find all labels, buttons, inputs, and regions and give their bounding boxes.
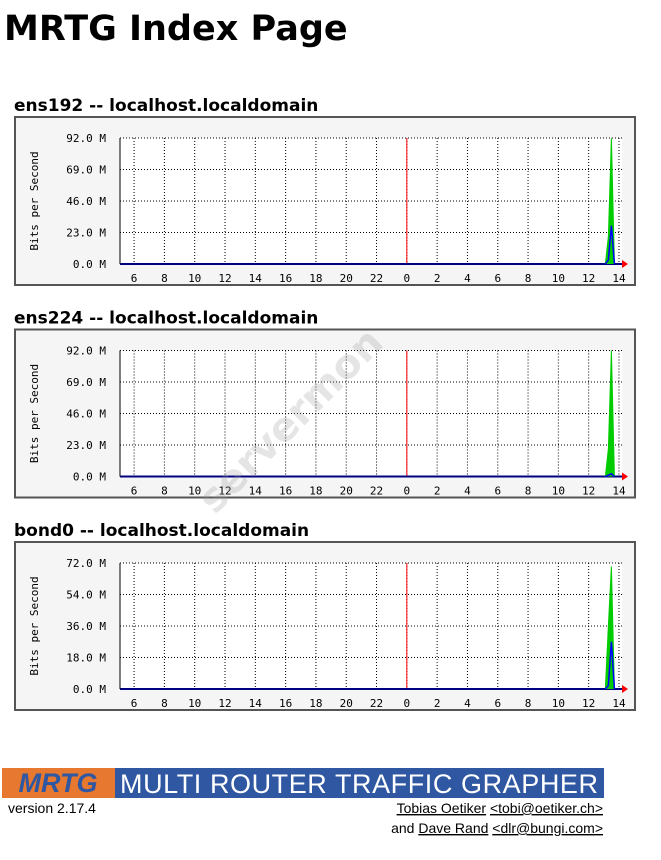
x-tick-label: 4 xyxy=(464,272,471,285)
version: version 2.17.4 xyxy=(8,800,96,816)
y-tick-label: 0.0 M xyxy=(73,471,106,484)
x-tick-label: 12 xyxy=(582,697,595,710)
x-tick-label: 2 xyxy=(434,697,441,710)
traffic-out xyxy=(604,641,616,690)
x-tick-label: 6 xyxy=(131,485,138,498)
graphs: ens192 -- localhost.localdomain Bits per … xyxy=(14,96,636,711)
x-tick-label: 10 xyxy=(188,697,201,710)
y-tick-label: 36.0 M xyxy=(66,620,106,633)
x-tick-label: 20 xyxy=(340,272,353,285)
x-tick-label: 10 xyxy=(188,485,201,498)
y-tick-label: 54.0 M xyxy=(66,589,106,602)
x-tick-label: 16 xyxy=(279,272,292,285)
x-tick-label: 6 xyxy=(494,485,501,498)
y-tick-label: 72.0 M xyxy=(66,557,106,570)
x-tick-label: 8 xyxy=(525,272,532,285)
y-tick-label: 92.0 M xyxy=(66,132,106,145)
banner-box xyxy=(115,768,604,798)
axis-arrow xyxy=(622,685,628,693)
x-tick-label: 14 xyxy=(249,485,263,498)
x-tick-label: 12 xyxy=(218,272,231,285)
x-tick-label: 14 xyxy=(612,697,626,710)
x-tick-label: 8 xyxy=(161,485,168,498)
traffic-out xyxy=(605,472,615,478)
y-tick-label: 69.0 M xyxy=(66,164,106,177)
x-tick-label: 4 xyxy=(464,697,471,710)
x-tick-label: 22 xyxy=(370,697,383,710)
x-tick-label: 20 xyxy=(340,485,353,498)
plot-area xyxy=(120,138,622,264)
x-tick-label: 12 xyxy=(218,485,231,498)
y-tick-label: 46.0 M xyxy=(66,408,106,421)
x-tick-label: 18 xyxy=(309,485,322,498)
x-tick-label: 10 xyxy=(188,272,201,285)
x-tick-label: 14 xyxy=(612,272,626,285)
y-axis-label: Bits per Second xyxy=(28,576,41,675)
y-axis-label: Bits per Second xyxy=(28,364,41,463)
x-tick-label: 10 xyxy=(552,272,565,285)
x-tick-label: 10 xyxy=(552,485,565,498)
x-tick-label: 8 xyxy=(525,697,532,710)
x-tick-label: 4 xyxy=(464,485,471,498)
logo-box xyxy=(2,768,115,798)
email-link[interactable]: <tobi@oetiker.ch> xyxy=(490,800,603,816)
x-tick-label: 12 xyxy=(582,272,595,285)
credit-line-2: and Dave Rand <dlr@bungi.com> xyxy=(391,820,603,836)
x-tick-label: 22 xyxy=(370,272,383,285)
author-link[interactable]: Dave Rand xyxy=(418,820,488,836)
graph-title: ens224 -- localhost.localdomain xyxy=(14,309,318,329)
x-tick-label: 14 xyxy=(249,697,263,710)
x-tick-label: 0 xyxy=(404,272,411,285)
plot-area xyxy=(120,563,622,689)
graph-title: bond0 -- localhost.localdomain xyxy=(14,521,309,541)
x-tick-label: 20 xyxy=(340,697,353,710)
x-tick-label: 10 xyxy=(552,697,565,710)
x-tick-label: 12 xyxy=(582,485,595,498)
traffic-in xyxy=(604,350,615,477)
logo: MRTG xyxy=(19,768,98,798)
x-tick-label: 0 xyxy=(404,485,411,498)
y-tick-label: 69.0 M xyxy=(66,376,106,389)
x-tick-label: 14 xyxy=(249,272,263,285)
x-tick-label: 14 xyxy=(612,485,626,498)
banner: MULTI ROUTER TRAFFIC GRAPHER xyxy=(120,769,598,799)
x-tick-label: 6 xyxy=(131,272,138,285)
x-tick-label: 6 xyxy=(494,272,501,285)
y-tick-label: 18.0 M xyxy=(66,652,106,665)
x-tick-label: 16 xyxy=(279,485,292,498)
axis-arrow xyxy=(622,260,628,268)
x-tick-label: 2 xyxy=(434,485,441,498)
y-tick-label: 0.0 M xyxy=(73,683,106,696)
x-tick-label: 8 xyxy=(161,272,168,285)
y-tick-label: 23.0 M xyxy=(66,439,106,452)
email-link[interactable]: <dlr@bungi.com> xyxy=(492,820,603,836)
page-title: MRTG Index Page xyxy=(4,9,348,49)
y-tick-label: 0.0 M xyxy=(73,258,106,271)
x-tick-label: 8 xyxy=(161,697,168,710)
x-tick-label: 6 xyxy=(494,697,501,710)
plot-area xyxy=(120,350,622,477)
y-axis-label: Bits per Second xyxy=(28,151,41,250)
x-tick-label: 0 xyxy=(404,697,411,710)
credit-line-1: Tobias Oetiker <tobi@oetiker.ch> xyxy=(397,800,603,816)
x-tick-label: 12 xyxy=(218,697,231,710)
y-tick-label: 92.0 M xyxy=(66,345,106,358)
x-tick-label: 16 xyxy=(279,697,292,710)
author-link[interactable]: Tobias Oetiker xyxy=(397,800,487,816)
x-tick-label: 18 xyxy=(309,272,322,285)
x-tick-label: 22 xyxy=(370,485,383,498)
axis-arrow xyxy=(622,472,628,481)
traffic-out xyxy=(604,225,616,265)
y-tick-label: 23.0 M xyxy=(66,227,106,240)
x-tick-label: 8 xyxy=(525,485,532,498)
x-tick-label: 2 xyxy=(434,272,441,285)
and: and xyxy=(391,820,414,836)
y-tick-label: 46.0 M xyxy=(66,195,106,208)
x-tick-label: 6 xyxy=(131,697,138,710)
graph-title: ens192 -- localhost.localdomain xyxy=(14,96,318,116)
x-tick-label: 18 xyxy=(309,697,322,710)
